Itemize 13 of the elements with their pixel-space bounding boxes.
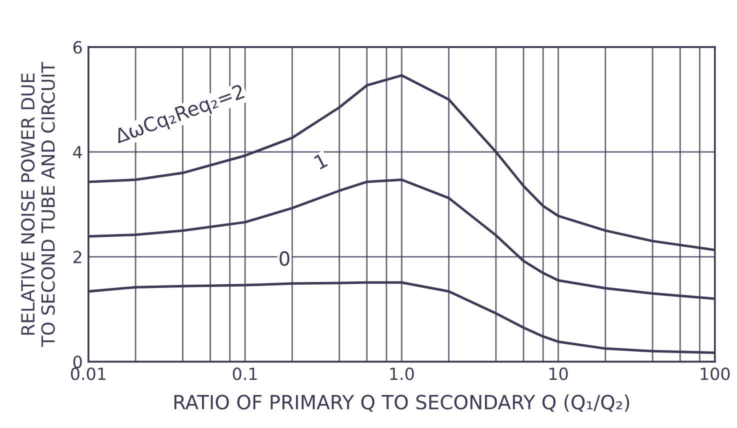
y-axis-title: RELATIVE NOISE POWER DUE TO SECOND TUBE AND CIRCUIT [21, 62, 55, 347]
x-tick-label: 0.1 [232, 368, 257, 380]
x-tick-label: 100 [700, 368, 730, 380]
x-axis-title: RATIO OF PRIMARY Q TO SECONDARY Q (Q₁/Q₂) [174, 394, 630, 412]
y-tick-label: 0 [73, 356, 82, 368]
y-tick-label: 4 [73, 146, 82, 158]
y-tick-label: 6 [73, 41, 82, 54]
annotation: 0 [280, 251, 290, 266]
annotation: 1 [314, 153, 328, 170]
x-tick-label: 1.0 [390, 368, 414, 380]
y-tick-label: 2 [74, 250, 82, 264]
x-tick-label: 10 [550, 368, 568, 380]
x-tick-label: 0.01 [70, 368, 106, 380]
